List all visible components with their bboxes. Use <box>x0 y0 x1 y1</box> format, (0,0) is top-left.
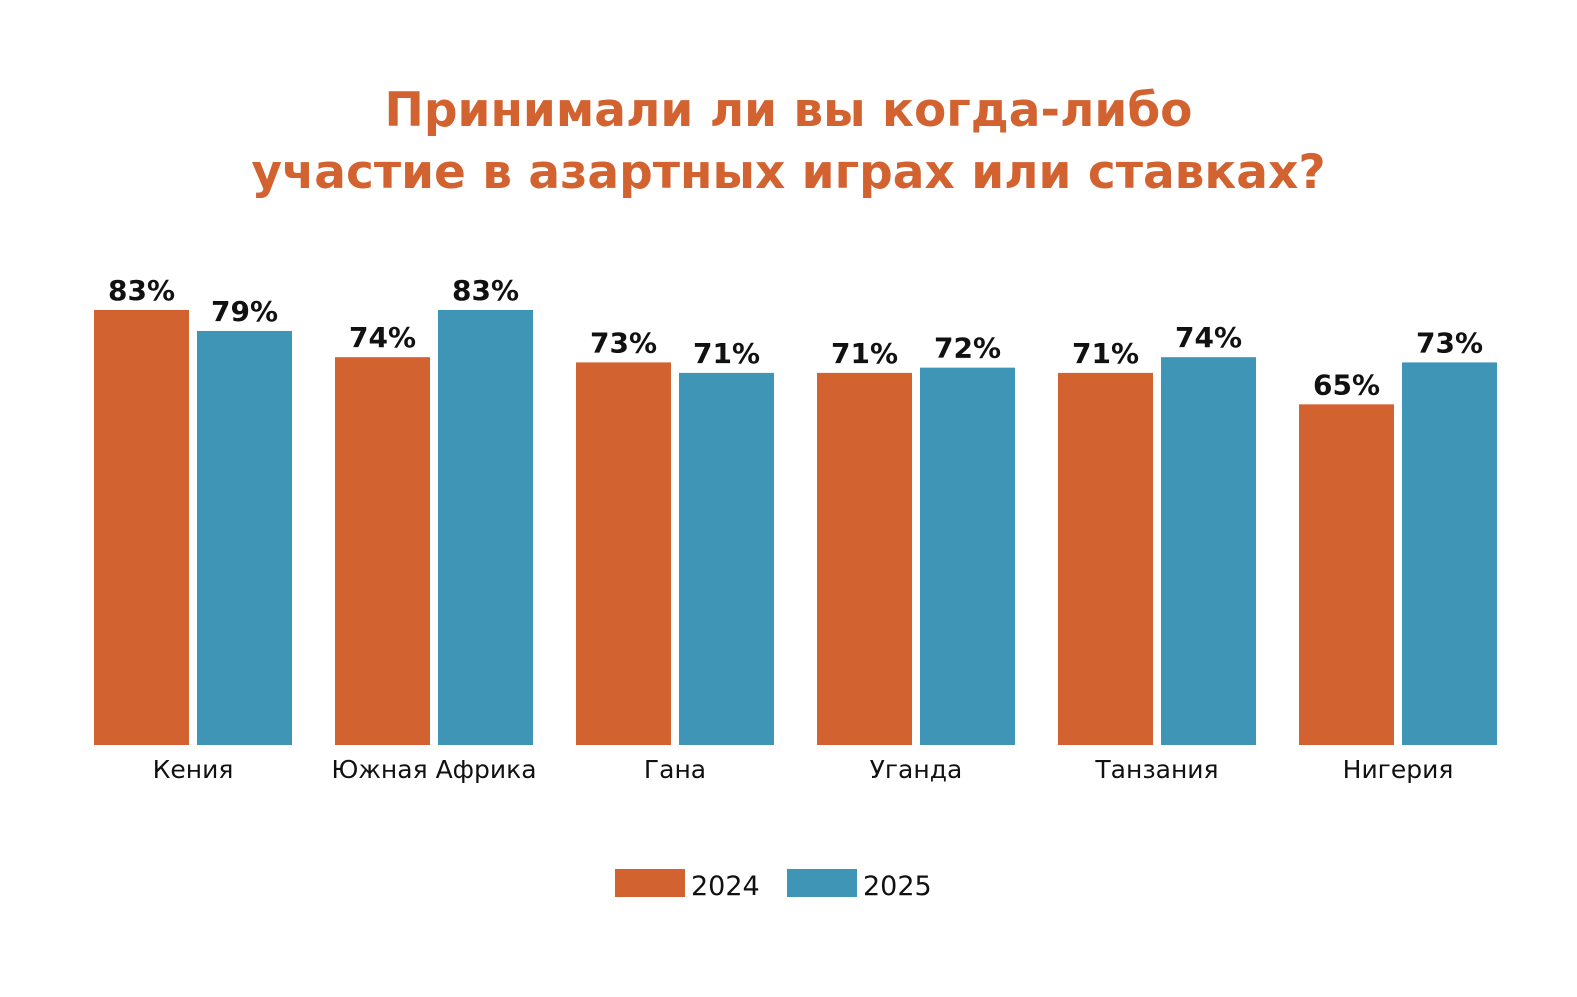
legend: 2024 2025 <box>615 869 932 902</box>
chart-title: Принимали ли вы когда-либо участие в аза… <box>0 80 1577 204</box>
category-label-2: Южная Африка <box>331 755 536 784</box>
legend-label-2025: 2025 <box>863 871 932 902</box>
value-label-2024-4: 71% <box>831 337 898 370</box>
bars-layer <box>94 310 1497 745</box>
bar-2024-2 <box>335 357 430 745</box>
value-label-2024-3: 73% <box>590 326 657 359</box>
value-label-2024-6: 65% <box>1313 368 1380 401</box>
bar-2025-6 <box>1402 362 1497 745</box>
category-label-1: Кения <box>153 755 234 784</box>
value-label-2025-6: 73% <box>1416 326 1483 359</box>
bar-2024-3 <box>576 362 671 745</box>
value-label-2025-2: 83% <box>452 274 519 307</box>
value-label-2024-5: 71% <box>1072 337 1139 370</box>
chart-title-line-1: Принимали ли вы когда-либо <box>384 83 1193 138</box>
bar-2024-6 <box>1299 404 1394 745</box>
bar-2025-1 <box>197 330 292 745</box>
legend-swatch-2025 <box>787 869 857 897</box>
bar-2025-3 <box>679 372 774 745</box>
bar-2025-2 <box>438 310 533 745</box>
value-labels-layer: 83% 79% 74% 83% 73% 71% 71% 72% 71% 74% 65% 73% <box>108 274 1483 401</box>
value-label-2024-2: 74% <box>349 321 416 354</box>
value-label-2025-3: 71% <box>693 337 760 370</box>
legend-swatch-2024 <box>615 869 685 897</box>
value-label-2025-5: 74% <box>1175 321 1242 354</box>
bar-2025-4 <box>920 367 1015 745</box>
value-label-2025-1: 79% <box>211 295 278 328</box>
category-label-3: Гана <box>644 755 706 784</box>
category-label-5: Танзания <box>1094 755 1218 784</box>
legend-label-2024: 2024 <box>691 871 760 902</box>
bar-2024-5 <box>1058 372 1153 745</box>
chart-title-line-2: участие в азартных играх или ставках? <box>251 145 1326 200</box>
category-label-4: Уганда <box>870 755 963 784</box>
bar-2025-5 <box>1161 357 1256 745</box>
bar-2024-4 <box>817 372 912 745</box>
value-label-2024-1: 83% <box>108 274 175 307</box>
bar-2024-1 <box>94 310 189 745</box>
value-label-2025-4: 72% <box>934 332 1001 365</box>
category-label-6: Нигерия <box>1343 755 1454 784</box>
category-labels-layer: Кения Южная Африка Гана Уганда Танзания Нигер… <box>153 755 1454 784</box>
